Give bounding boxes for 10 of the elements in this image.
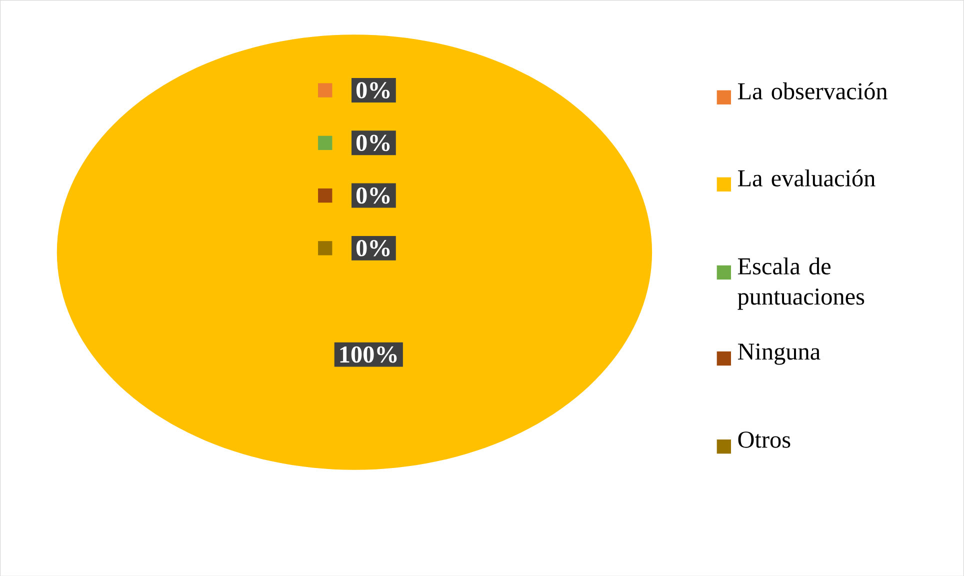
text: 0%	[356, 134, 390, 151]
text: 0%	[356, 187, 390, 204]
legend-label: La evaluación	[738, 169, 876, 186]
legend-label: Otros	[738, 431, 790, 448]
legend-label: Ninguna	[738, 343, 820, 365]
text: 0%	[356, 240, 390, 256]
text: 0%	[356, 82, 390, 98]
legend-label: La observación	[738, 82, 888, 100]
legend-label: Escala de puntuaciones	[738, 257, 864, 310]
data-label: 100%	[340, 346, 397, 363]
